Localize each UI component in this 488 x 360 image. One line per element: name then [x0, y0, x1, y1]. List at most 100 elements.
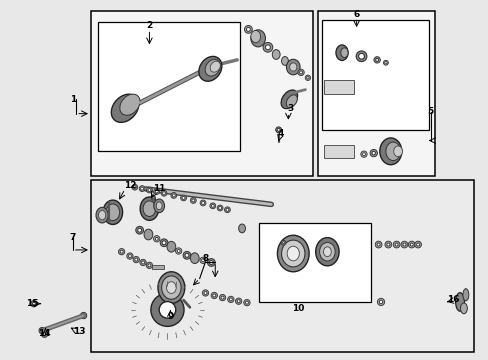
Text: 10: 10	[291, 304, 304, 313]
Ellipse shape	[455, 293, 464, 311]
Ellipse shape	[384, 62, 386, 64]
Ellipse shape	[281, 240, 305, 267]
Ellipse shape	[376, 243, 379, 246]
Ellipse shape	[141, 187, 143, 190]
Ellipse shape	[282, 242, 284, 244]
Bar	[321, 21, 428, 130]
Ellipse shape	[155, 237, 158, 240]
Ellipse shape	[414, 241, 421, 248]
Ellipse shape	[133, 186, 136, 189]
Ellipse shape	[462, 289, 468, 301]
Ellipse shape	[200, 200, 205, 206]
Ellipse shape	[384, 241, 391, 248]
Ellipse shape	[323, 247, 330, 257]
Ellipse shape	[153, 236, 160, 242]
Ellipse shape	[386, 243, 389, 246]
Ellipse shape	[156, 202, 162, 210]
Text: 2: 2	[146, 21, 152, 30]
Ellipse shape	[286, 246, 299, 261]
Ellipse shape	[184, 253, 188, 257]
Ellipse shape	[373, 57, 380, 63]
Ellipse shape	[237, 300, 240, 303]
Ellipse shape	[305, 75, 310, 81]
Ellipse shape	[209, 261, 213, 265]
Ellipse shape	[111, 94, 139, 122]
Ellipse shape	[139, 186, 145, 192]
Ellipse shape	[244, 26, 252, 33]
Ellipse shape	[140, 197, 158, 220]
Ellipse shape	[400, 241, 407, 248]
Ellipse shape	[211, 204, 214, 207]
Ellipse shape	[191, 199, 194, 202]
Ellipse shape	[190, 198, 196, 203]
Text: 5: 5	[427, 107, 433, 116]
Ellipse shape	[161, 190, 166, 196]
Ellipse shape	[335, 45, 347, 60]
Ellipse shape	[170, 193, 176, 198]
Ellipse shape	[383, 60, 387, 65]
Ellipse shape	[200, 257, 206, 264]
Ellipse shape	[217, 205, 223, 211]
Bar	[91, 11, 312, 176]
Ellipse shape	[175, 248, 182, 254]
Ellipse shape	[132, 184, 138, 190]
Ellipse shape	[204, 59, 220, 76]
Ellipse shape	[246, 27, 250, 31]
Ellipse shape	[148, 264, 151, 267]
Text: 13: 13	[73, 327, 86, 336]
Ellipse shape	[138, 228, 142, 232]
Ellipse shape	[120, 250, 123, 253]
Ellipse shape	[371, 152, 375, 155]
Bar	[317, 11, 434, 176]
Ellipse shape	[272, 50, 280, 59]
Ellipse shape	[250, 30, 265, 47]
Ellipse shape	[211, 292, 217, 299]
Ellipse shape	[151, 196, 155, 200]
Ellipse shape	[277, 235, 308, 272]
Ellipse shape	[166, 241, 175, 252]
Ellipse shape	[238, 224, 245, 233]
Ellipse shape	[154, 189, 159, 194]
Ellipse shape	[144, 229, 153, 240]
Ellipse shape	[286, 59, 300, 75]
Ellipse shape	[402, 243, 405, 246]
Ellipse shape	[263, 42, 272, 52]
Ellipse shape	[225, 208, 228, 211]
Ellipse shape	[229, 298, 232, 301]
Ellipse shape	[281, 57, 288, 65]
Ellipse shape	[158, 272, 184, 303]
Ellipse shape	[203, 292, 206, 294]
Bar	[324, 145, 353, 158]
Ellipse shape	[162, 241, 165, 245]
Ellipse shape	[210, 61, 220, 72]
Ellipse shape	[460, 303, 467, 314]
Ellipse shape	[32, 302, 35, 305]
Bar	[324, 80, 353, 94]
Ellipse shape	[128, 255, 131, 257]
Ellipse shape	[136, 226, 143, 234]
Ellipse shape	[161, 276, 181, 299]
Ellipse shape	[183, 251, 190, 259]
Text: 8: 8	[202, 254, 208, 263]
Bar	[259, 223, 370, 302]
Ellipse shape	[118, 248, 124, 255]
Ellipse shape	[281, 90, 297, 109]
Bar	[91, 180, 473, 352]
Ellipse shape	[374, 241, 381, 248]
Ellipse shape	[275, 127, 281, 133]
Ellipse shape	[379, 300, 382, 303]
Ellipse shape	[219, 294, 225, 301]
Text: 1: 1	[70, 95, 76, 104]
Ellipse shape	[154, 199, 164, 213]
Ellipse shape	[245, 301, 248, 304]
Ellipse shape	[43, 333, 46, 336]
Ellipse shape	[369, 149, 377, 157]
Ellipse shape	[162, 192, 165, 195]
Ellipse shape	[319, 243, 334, 261]
Text: 6: 6	[353, 10, 359, 19]
Ellipse shape	[41, 331, 48, 337]
Ellipse shape	[218, 207, 221, 210]
Ellipse shape	[416, 243, 419, 246]
Ellipse shape	[285, 95, 297, 107]
Ellipse shape	[362, 153, 365, 156]
